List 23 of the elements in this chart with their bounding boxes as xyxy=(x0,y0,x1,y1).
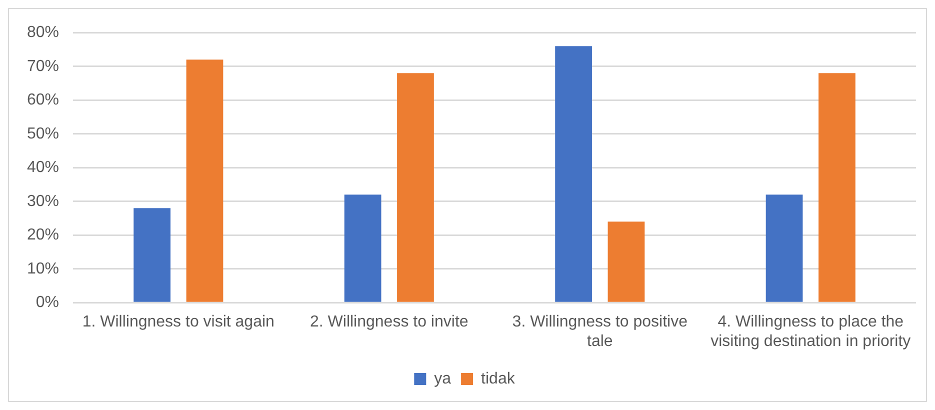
y-tick-label: 40% xyxy=(26,159,60,176)
y-tick-label: 70% xyxy=(26,58,60,75)
y-tick-label: 10% xyxy=(26,260,60,278)
bar xyxy=(555,46,592,302)
y-tick-label: 80% xyxy=(26,24,60,42)
bar xyxy=(397,73,434,302)
bar xyxy=(608,222,645,302)
legend-label: ya xyxy=(434,370,452,388)
legend-label: tidak xyxy=(481,370,516,388)
bar xyxy=(344,194,382,302)
y-tick-label: 50% xyxy=(26,125,60,142)
y-tick-label: 30% xyxy=(26,192,60,210)
x-tick-label: 4. Willingness to place the visiting destination in priority xyxy=(710,314,911,350)
x-tick-label: 3. Willingness to positive tale xyxy=(512,314,688,350)
bar xyxy=(134,208,170,302)
x-tick-label: 2. Willingness to invite xyxy=(310,314,468,331)
y-tick-label: 20% xyxy=(26,226,60,244)
y-tick-label: 0% xyxy=(36,294,60,312)
bar xyxy=(818,73,856,302)
y-tick-label: 60% xyxy=(26,92,60,109)
bar xyxy=(186,60,224,302)
x-tick-label: 1. Willingness to visit again xyxy=(82,314,274,331)
bar xyxy=(766,194,803,302)
